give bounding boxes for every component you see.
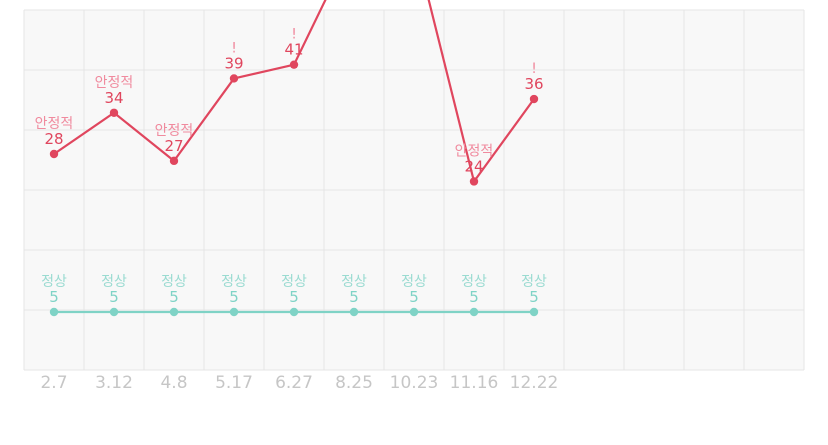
data-point <box>409 307 419 317</box>
data-point <box>529 307 539 317</box>
status-label: 정상 <box>341 274 367 290</box>
status-label: ! <box>231 40 237 56</box>
status-label: 정상 <box>101 274 127 290</box>
data-label: 5 <box>229 288 239 306</box>
data-point <box>49 307 59 317</box>
data-label: 5 <box>469 288 479 306</box>
x-tick-label: 12.22 <box>510 373 559 393</box>
data-point <box>169 307 179 317</box>
status-label: ! <box>291 27 297 43</box>
x-tick-label: 8.25 <box>335 373 373 393</box>
x-tick-label: 4.8 <box>160 373 187 393</box>
status-label: 안정적 <box>155 123 194 139</box>
status-label: 안정적 <box>455 143 494 159</box>
data-label: 5 <box>169 288 179 306</box>
data-point <box>529 94 539 104</box>
data-point <box>289 60 299 69</box>
status-label: 정상 <box>281 274 307 290</box>
data-label: 5 <box>109 288 119 306</box>
x-tick-label: 3.12 <box>95 373 133 393</box>
x-tick-label: 10.23 <box>390 373 439 393</box>
data-label: 34 <box>104 89 123 107</box>
data-point <box>469 177 479 186</box>
data-label: 41 <box>284 41 303 59</box>
data-label: 5 <box>49 288 59 306</box>
x-tick-label: 11.16 <box>450 373 499 393</box>
status-label: 안정적 <box>35 116 74 132</box>
data-label: 5 <box>409 288 419 306</box>
data-point <box>49 149 59 159</box>
data-point <box>169 156 179 166</box>
data-label: 39 <box>224 54 243 72</box>
data-label: 5 <box>529 288 539 306</box>
status-label: ! <box>531 61 537 77</box>
status-label: 정상 <box>161 274 187 290</box>
x-tick-label: 6.27 <box>275 373 313 393</box>
data-label: 28 <box>44 130 63 148</box>
data-label: 27 <box>164 137 183 155</box>
data-label: 5 <box>289 288 299 306</box>
data-point <box>469 307 479 317</box>
status-label: 정상 <box>461 274 487 290</box>
status-label: 정상 <box>221 274 247 290</box>
status-label: 정상 <box>41 274 67 290</box>
status-label: 정상 <box>521 274 547 290</box>
data-label: 36 <box>524 75 543 93</box>
data-label: 24 <box>464 157 483 175</box>
data-point <box>349 307 359 317</box>
data-point <box>229 307 239 317</box>
data-point <box>109 307 119 317</box>
data-label: 5 <box>349 288 359 306</box>
x-tick-label: 2.7 <box>40 373 67 393</box>
data-point <box>109 108 119 117</box>
x-tick-label: 5.17 <box>215 373 253 393</box>
status-label: 정상 <box>401 274 427 290</box>
data-point <box>229 74 239 83</box>
status-label: 안정적 <box>95 75 134 91</box>
data-point <box>289 307 299 317</box>
